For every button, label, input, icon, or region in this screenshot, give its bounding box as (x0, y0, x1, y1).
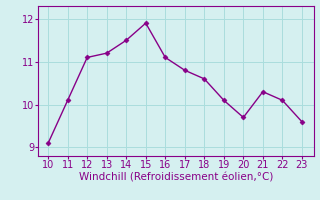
X-axis label: Windchill (Refroidissement éolien,°C): Windchill (Refroidissement éolien,°C) (79, 173, 273, 183)
